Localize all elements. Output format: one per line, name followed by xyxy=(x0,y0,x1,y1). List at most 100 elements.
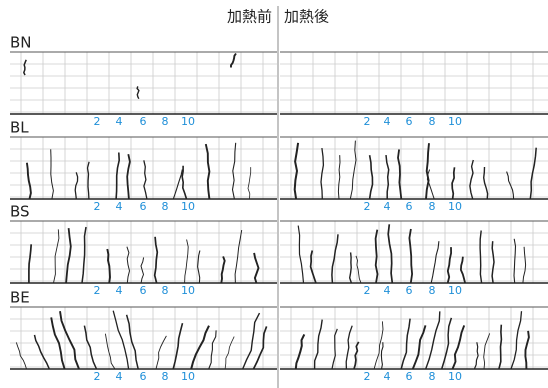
tick-label: 8 xyxy=(429,284,436,297)
tick-label: 6 xyxy=(406,115,413,128)
crack xyxy=(525,331,529,369)
grid xyxy=(10,137,277,199)
tick-label: 10 xyxy=(448,284,462,297)
tick-label: 2 xyxy=(364,370,371,383)
crack xyxy=(116,153,119,200)
crack xyxy=(492,241,494,283)
tick-label: 8 xyxy=(162,284,169,297)
tick-label: 6 xyxy=(140,284,147,297)
crack xyxy=(511,311,522,369)
tick-label: 6 xyxy=(406,284,413,297)
crack xyxy=(155,237,158,283)
tick-label: 2 xyxy=(94,200,101,213)
crack xyxy=(185,240,189,284)
tick-label: 2 xyxy=(94,370,101,383)
crack xyxy=(254,253,258,283)
crack xyxy=(474,342,478,369)
tick-label: 4 xyxy=(116,370,123,383)
crack xyxy=(386,155,389,199)
tick-label: 10 xyxy=(181,370,195,383)
crack xyxy=(426,311,440,369)
crack xyxy=(295,143,298,199)
header-before: 加熱前 xyxy=(227,8,272,26)
crack xyxy=(75,172,77,199)
crack xyxy=(191,326,209,369)
tick-label: 4 xyxy=(116,115,123,128)
crack xyxy=(470,160,473,199)
crack xyxy=(233,143,236,199)
crack xyxy=(346,326,352,369)
crack xyxy=(461,257,465,283)
crack xyxy=(127,247,130,283)
crack xyxy=(221,256,224,283)
tick-label: 8 xyxy=(429,200,436,213)
tick-label: 10 xyxy=(181,115,195,128)
crack xyxy=(24,60,26,75)
crack xyxy=(35,335,50,369)
crack xyxy=(338,155,340,199)
crack xyxy=(370,155,373,199)
crack xyxy=(182,166,186,199)
tick-label: 10 xyxy=(181,284,195,297)
crack xyxy=(209,330,216,369)
crack xyxy=(127,315,139,369)
grid xyxy=(280,221,548,283)
tick-label: 10 xyxy=(448,115,462,128)
crack xyxy=(206,144,210,199)
tick-label: 4 xyxy=(384,284,391,297)
crack xyxy=(381,342,383,369)
grid xyxy=(10,307,277,369)
crack xyxy=(453,325,465,369)
crack xyxy=(173,323,182,369)
crack xyxy=(484,167,488,199)
tick-label: 6 xyxy=(140,200,147,213)
tick-label: 2 xyxy=(94,115,101,128)
panel-label: BE xyxy=(10,289,30,307)
grid xyxy=(280,137,548,199)
panel-label: BL xyxy=(10,119,29,137)
tick-label: 2 xyxy=(364,200,371,213)
grid xyxy=(280,52,548,114)
tick-label: 6 xyxy=(406,370,413,383)
tick-label: 6 xyxy=(406,200,413,213)
crack xyxy=(376,230,378,283)
crack xyxy=(113,311,128,369)
crack xyxy=(66,228,71,283)
crack xyxy=(523,247,526,283)
crack xyxy=(51,149,54,199)
tick-label: 2 xyxy=(94,284,101,297)
crack xyxy=(156,336,166,369)
crack xyxy=(231,54,236,68)
tick-label: 4 xyxy=(384,200,391,213)
crack xyxy=(29,244,31,283)
tick-label: 4 xyxy=(384,115,391,128)
tick-label: 10 xyxy=(181,200,195,213)
tick-label: 8 xyxy=(429,370,436,383)
crack xyxy=(54,229,59,283)
crack xyxy=(105,334,115,369)
tick-label: 4 xyxy=(116,200,123,213)
tick-label: 2 xyxy=(364,284,371,297)
crack xyxy=(514,239,516,283)
crack xyxy=(198,251,200,284)
tick-label: 4 xyxy=(384,370,391,383)
tick-label: 6 xyxy=(140,370,147,383)
crack xyxy=(84,326,96,369)
tick-label: 8 xyxy=(162,115,169,128)
crack xyxy=(254,326,267,369)
tick-label: 2 xyxy=(364,115,371,128)
crack xyxy=(431,241,439,283)
crack xyxy=(225,337,234,369)
crack xyxy=(409,229,412,283)
crack xyxy=(354,342,359,369)
grid xyxy=(10,52,277,114)
crack xyxy=(321,148,323,199)
crack xyxy=(141,258,144,284)
crack xyxy=(88,162,90,199)
crack xyxy=(452,167,454,199)
tick-label: 6 xyxy=(140,115,147,128)
panel-label: BN xyxy=(10,34,32,52)
header-after: 加熱後 xyxy=(284,8,329,26)
tick-label: 4 xyxy=(116,284,123,297)
crack xyxy=(248,167,251,199)
